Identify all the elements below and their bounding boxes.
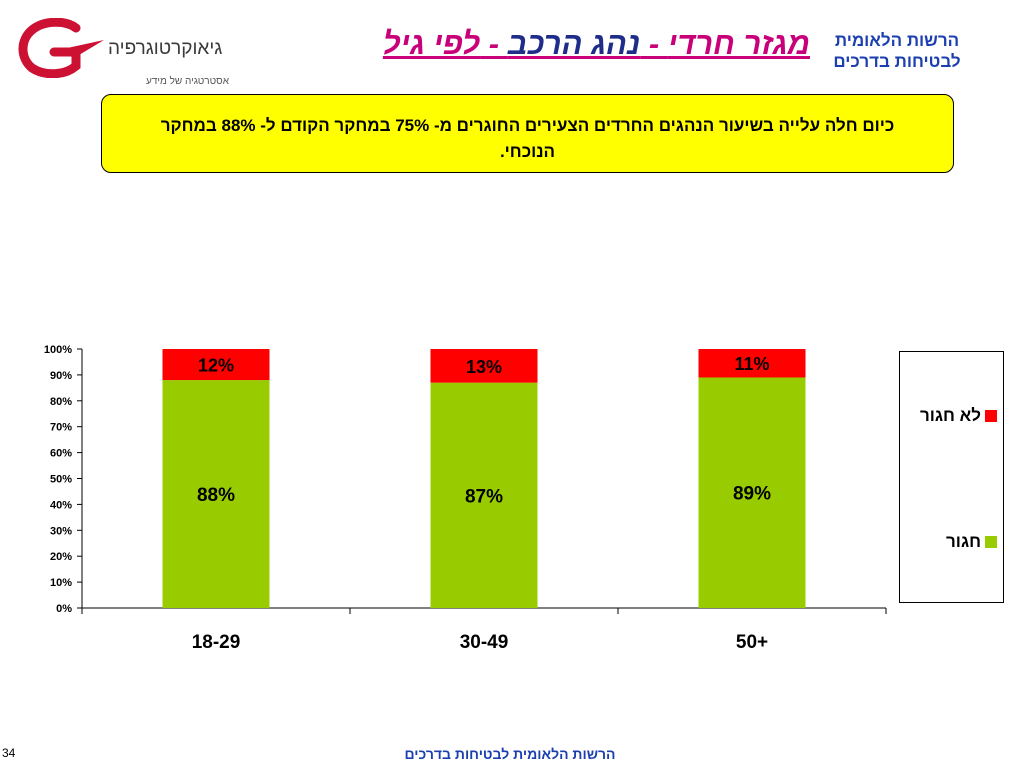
- legend-item-not-belted: לא חגור: [920, 406, 997, 426]
- data-label: 87%: [465, 486, 503, 507]
- title-separator: -: [640, 26, 668, 61]
- y-tick-label: 60%: [50, 448, 72, 460]
- y-tick-label: 40%: [50, 499, 72, 511]
- key-finding-callout: כיום חלה עלייה בשיעור הנהגים החרדים הצעי…: [101, 94, 954, 173]
- stacked-bar-chart: 0% 10% 20% 30% 40% 50% 60% 70% 80% 90% 100% 88% 12% 1…: [44, 344, 887, 653]
- title-segment-age: לפי גיל: [382, 26, 481, 61]
- y-tick-label: 80%: [50, 396, 72, 408]
- bar-segment-not-belted: [698, 349, 806, 378]
- organization-name: הרשות הלאומית לבטיחות בדרכים: [812, 30, 982, 72]
- bar-segment-belted: [698, 377, 806, 608]
- legend-swatch-green: [985, 536, 997, 548]
- y-tick-label: 100%: [44, 344, 72, 356]
- logo-tagline: אסטרטגיה של מידע: [146, 76, 229, 87]
- logo-mark-icon: [18, 17, 104, 79]
- slide-title: מגזר חרדי - נהג הרכב - לפי גיל: [300, 26, 810, 62]
- organization-line-1: הרשות הלאומית: [834, 31, 960, 50]
- organization-line-2: לבטיחות בדרכים: [833, 52, 961, 71]
- legend-item-belted: חגור: [946, 532, 997, 552]
- y-tick-label: 20%: [50, 551, 72, 563]
- bar-segment-belted: [162, 380, 270, 608]
- bar-segment-not-belted: [162, 349, 270, 381]
- chart-legend: לא חגור חגור: [899, 351, 1004, 603]
- data-label: 88%: [197, 485, 235, 506]
- data-label: 89%: [733, 484, 771, 505]
- title-segment-driver: נהג הרכב: [507, 26, 641, 61]
- x-category-label: 50+: [736, 632, 768, 653]
- legend-swatch-red: [985, 410, 997, 422]
- page-number: 34: [2, 746, 16, 760]
- logo-name: גיאוקרטוגרפיה: [108, 38, 223, 59]
- title-separator: -: [480, 26, 508, 61]
- y-tick-label: 50%: [50, 474, 72, 486]
- y-tick-label: 70%: [50, 422, 72, 434]
- footer-organization: הרשות הלאומית לבטיחות בדרכים: [404, 746, 616, 762]
- company-logo: גיאוקרטוגרפיה אסטרטגיה של מידע: [14, 17, 254, 87]
- data-label: 13%: [466, 357, 502, 377]
- x-category-label: 30-49: [460, 632, 509, 653]
- title-segment-sector: מגזר חרדי: [667, 26, 810, 61]
- y-tick-label: 0%: [56, 603, 72, 615]
- callout-text: כיום חלה עלייה בשיעור הנהגים החרדים הצעי…: [160, 116, 895, 161]
- legend-label: לא חגור: [919, 406, 981, 425]
- data-label: 12%: [198, 356, 234, 376]
- y-tick-label: 30%: [50, 525, 72, 537]
- bar-segment-not-belted: [430, 349, 538, 383]
- legend-label: חגור: [946, 532, 981, 551]
- data-label: 11%: [734, 354, 769, 374]
- bar-segment-belted: [430, 382, 538, 608]
- x-category-label: 18-29: [192, 632, 241, 653]
- y-tick-label: 10%: [50, 577, 72, 589]
- y-tick-label: 90%: [50, 370, 72, 382]
